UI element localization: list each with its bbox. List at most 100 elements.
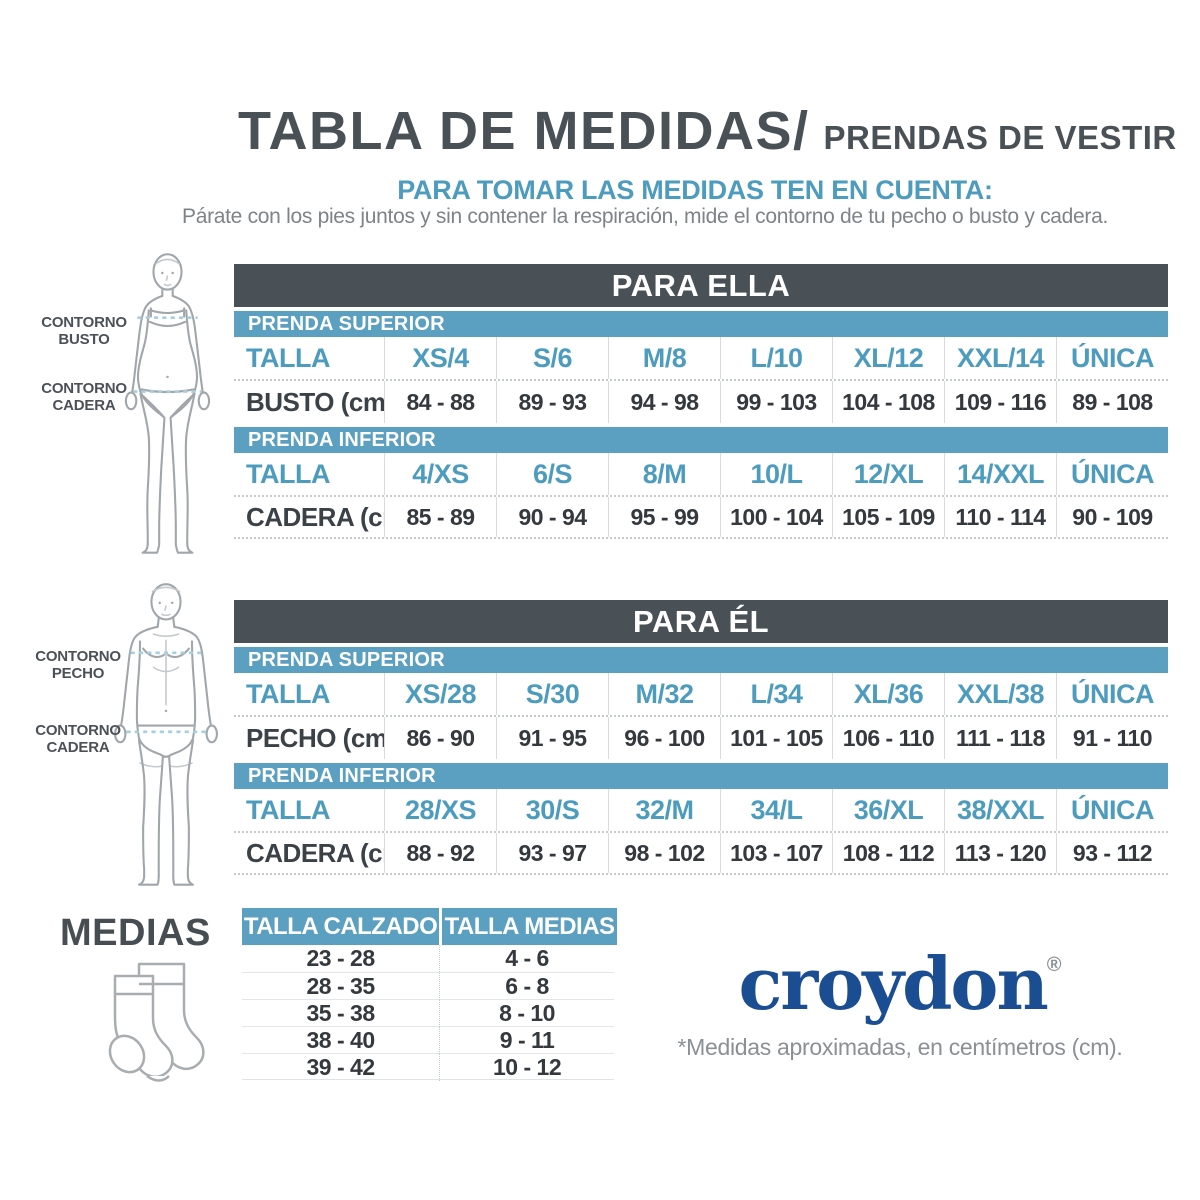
size-cell: 14/XXL [944, 453, 1056, 495]
divider [234, 759, 1168, 763]
measuring-instructions-text: Párate con los pies juntos y sin contene… [181, 205, 1109, 228]
value-cell: 89 - 108 [1056, 381, 1168, 423]
medias-row: 35 - 38 8 - 10 [242, 999, 614, 1027]
female-figure-illustration [124, 253, 211, 554]
contour-cadera-m-line2: CADERA [46, 739, 110, 756]
shoe-size-cell: 28 - 35 [306, 973, 376, 999]
measurement-disclaimer: *Medidas aproximadas, en centímetros (cm… [677, 1034, 1123, 1060]
value-cell: 101 - 105 [720, 717, 832, 759]
value-cell: 95 - 99 [608, 497, 720, 537]
size-cell: ÚNICA [1056, 673, 1168, 715]
contour-bust-line1: CONTORNO [41, 314, 127, 331]
size-cell: XL/12 [832, 337, 944, 379]
size-cell: S/30 [496, 673, 608, 715]
value-cell: 98 - 102 [608, 833, 720, 873]
size-cell: XXL/14 [944, 337, 1056, 379]
value-cell: 110 - 114 [944, 497, 1056, 537]
row-busto: BUSTO (cm) 84 - 88 89 - 93 94 - 98 99 - … [234, 381, 1168, 423]
sock-size-cell: 9 - 11 [439, 1027, 614, 1054]
male-figure-illustration [114, 583, 218, 886]
row-pecho: PECHO (cm) 86 - 90 91 - 95 96 - 100 101 … [234, 717, 1168, 759]
size-cell: 4/XS [384, 453, 496, 495]
size-cell: 34/L [720, 789, 832, 831]
medias-row: 39 - 42 10 - 12 [242, 1053, 614, 1081]
shoe-size-cell: 35 - 38 [306, 1000, 376, 1026]
value-cell: 86 - 90 [384, 717, 496, 759]
value-cell: 94 - 98 [608, 381, 720, 423]
row-label-pecho: PECHO (cm) [246, 722, 384, 753]
size-cell: XL/36 [832, 673, 944, 715]
size-cell: 38/XXL [944, 789, 1056, 831]
size-cell: XXL/38 [944, 673, 1056, 715]
value-cell: 108 - 112 [832, 833, 944, 873]
value-cell: 99 - 103 [720, 381, 832, 423]
medias-section-title: MEDIAS [60, 912, 211, 954]
header-talla-calzado: TALLA CALZADO [242, 908, 440, 945]
value-cell: 89 - 93 [496, 381, 608, 423]
brand-logo: croydon® [650, 948, 1150, 1020]
value-cell: 84 - 88 [384, 381, 496, 423]
row-talla-superior: TALLA XS/4 S/6 M/8 L/10 XL/12 XXL/14 ÚNI… [234, 337, 1168, 381]
value-cell: 111 - 118 [944, 717, 1056, 759]
row-label-cadera: CADERA (cm) [246, 501, 384, 532]
value-cell: 100 - 104 [720, 497, 832, 537]
band-prenda-superior: PRENDA SUPERIOR [234, 647, 1168, 673]
contour-bust-line2: BUSTO [58, 331, 110, 348]
size-cell: ÚNICA [1056, 453, 1168, 495]
contour-cadera-male-label: CONTORNO CADERA [18, 722, 138, 756]
size-cell: 36/XL [832, 789, 944, 831]
table-para-el: PARA ÉL PRENDA SUPERIOR TALLA XS/28 S/30… [234, 600, 1168, 875]
contour-cadera-m-line1: CONTORNO [35, 722, 121, 739]
shoe-size-cell: 39 - 42 [306, 1054, 376, 1080]
medias-row: 23 - 28 4 - 6 [242, 945, 614, 972]
contour-cadera-f-line1: CONTORNO [41, 380, 127, 397]
divider [234, 643, 1168, 647]
value-cell: 113 - 120 [944, 833, 1056, 873]
page-title-suffix: PRENDAS DE VESTIR [823, 119, 1177, 156]
size-cell: 32/M [608, 789, 720, 831]
sock-size-cell: 4 - 6 [439, 945, 614, 972]
size-cell: ÚNICA [1056, 789, 1168, 831]
size-cell: 12/XL [832, 453, 944, 495]
table-title-el: PARA ÉL [234, 600, 1168, 643]
header-talla-medias: TALLA MEDIAS [442, 908, 617, 945]
row-talla-inferior: TALLA 28/XS 30/S 32/M 34/L 36/XL 38/XXL … [234, 789, 1168, 833]
divider [234, 307, 1168, 311]
contour-bust-label: CONTORNO BUSTO [24, 314, 144, 348]
value-cell: 90 - 94 [496, 497, 608, 537]
row-label-talla: TALLA [246, 458, 330, 489]
sock-size-cell: 6 - 8 [439, 973, 614, 1000]
table-para-ella: PARA ELLA PRENDA SUPERIOR TALLA XS/4 S/6… [234, 264, 1168, 539]
size-cell: L/34 [720, 673, 832, 715]
measuring-instructions-heading: PARA TOMAR LAS MEDIDAS TEN EN CUENTA: [397, 175, 993, 205]
band-prenda-inferior: PRENDA INFERIOR [234, 427, 1168, 453]
value-cell: 93 - 112 [1056, 833, 1168, 873]
row-label-talla: TALLA [246, 678, 330, 709]
row-talla-superior: TALLA XS/28 S/30 M/32 L/34 XL/36 XXL/38 … [234, 673, 1168, 717]
row-cadera: CADERA (cm) 88 - 92 93 - 97 98 - 102 103… [234, 833, 1168, 875]
size-cell: 30/S [496, 789, 608, 831]
value-cell: 109 - 116 [944, 381, 1056, 423]
contour-pecho-line2: PECHO [51, 665, 105, 682]
size-cell: S/6 [496, 337, 608, 379]
sock-size-cell: 10 - 12 [439, 1054, 614, 1081]
brand-wordmark: croydon [738, 941, 1048, 1026]
value-cell: 93 - 97 [496, 833, 608, 873]
table-title-ella: PARA ELLA [234, 264, 1168, 307]
registered-trademark-symbol: ® [1046, 954, 1062, 976]
page-title-main: TABLA DE MEDIDAS/ [238, 101, 810, 161]
size-cell: M/32 [608, 673, 720, 715]
value-cell: 104 - 108 [832, 381, 944, 423]
divider [234, 423, 1168, 427]
medias-row: 38 - 40 9 - 11 [242, 1026, 614, 1054]
row-cadera: CADERA (cm) 85 - 89 90 - 94 95 - 99 100 … [234, 497, 1168, 539]
value-cell: 90 - 109 [1056, 497, 1168, 537]
size-cell: 10/L [720, 453, 832, 495]
row-label-cadera: CADERA (cm) [246, 837, 384, 868]
value-cell: 96 - 100 [608, 717, 720, 759]
value-cell: 91 - 110 [1056, 717, 1168, 759]
band-prenda-inferior: PRENDA INFERIOR [234, 763, 1168, 789]
band-prenda-superior: PRENDA SUPERIOR [234, 311, 1168, 337]
size-cell: M/8 [608, 337, 720, 379]
